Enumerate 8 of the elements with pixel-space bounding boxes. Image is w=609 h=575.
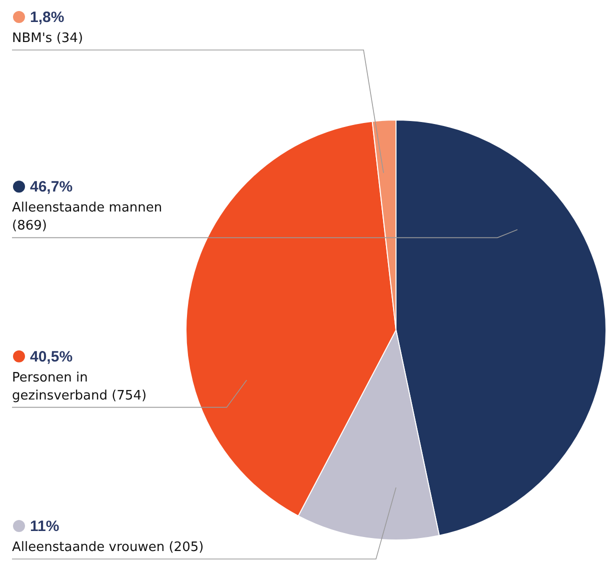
legend-label: Personen in gezinsverband (754) <box>12 370 147 404</box>
legend-label: Alleenstaande vrouwen (205) <box>12 540 204 555</box>
legend-label: Alleenstaande mannen (869) <box>12 200 162 234</box>
data-label: 1,8% <box>30 9 64 26</box>
data-label: 40,5% <box>30 348 73 366</box>
legend-label: NBM's (34) <box>12 31 84 46</box>
data-label: 11% <box>30 518 60 535</box>
data-label: 46,7% <box>30 178 73 196</box>
